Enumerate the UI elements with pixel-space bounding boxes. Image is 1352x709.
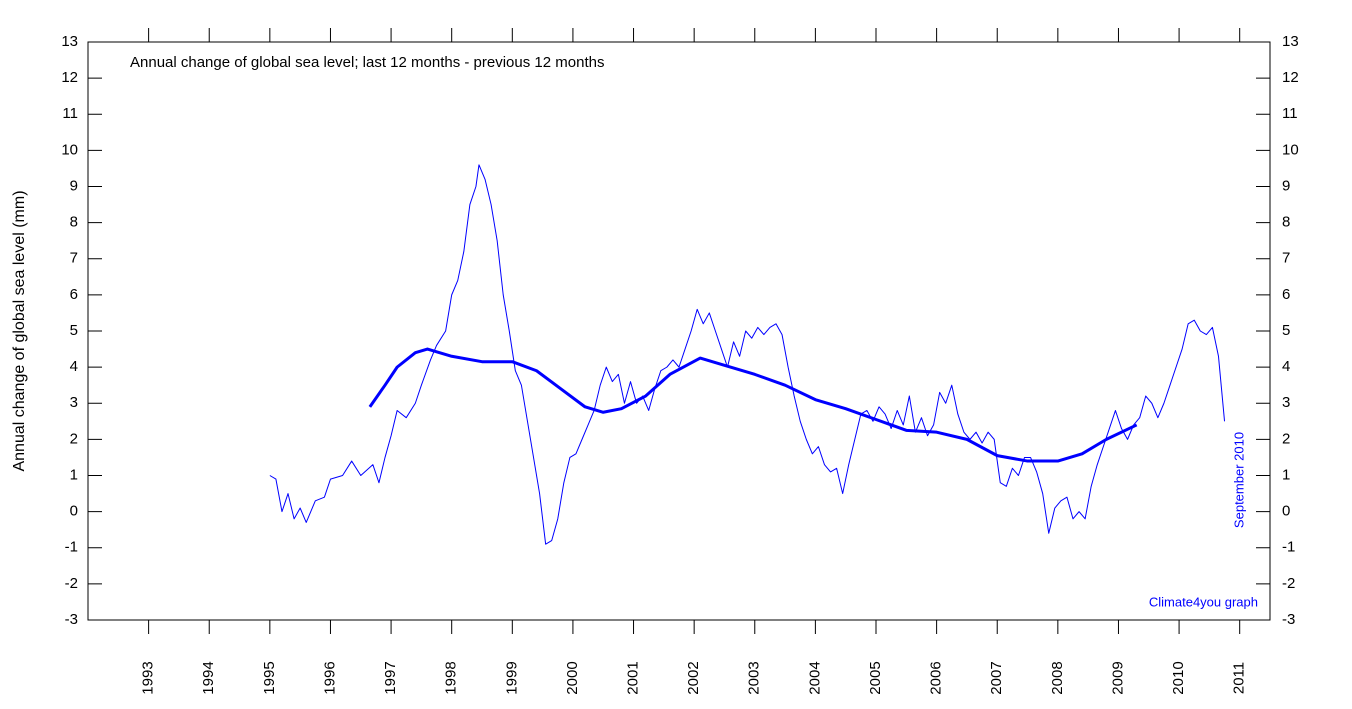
plot-frame: [87, 41, 1271, 621]
y-tick-label: 3: [1282, 394, 1290, 411]
y-tick-label: 10: [61, 141, 78, 158]
y-tick-label: 3: [70, 394, 78, 411]
y-tick-label: -3: [65, 611, 78, 628]
x-tick-label: 2005: [867, 661, 884, 694]
x-tick-label: 1999: [503, 661, 520, 694]
y-tick-label: -1: [65, 539, 78, 556]
y-tick-label: 12: [1282, 69, 1299, 86]
y-tick-label: 13: [61, 33, 78, 50]
y-tick-label: 1: [70, 466, 78, 483]
y-tick-label: 10: [1282, 141, 1299, 158]
y-tick-label: 8: [1282, 214, 1290, 231]
y-tick-label: 11: [62, 105, 78, 122]
x-tick-label: 1997: [382, 661, 399, 694]
x-tick-label: 2003: [746, 661, 763, 694]
x-tick-label: 1995: [261, 661, 278, 694]
x-tick-label: 2002: [685, 661, 702, 694]
x-tick-label: 2009: [1109, 661, 1126, 694]
x-tick-label: 2010: [1170, 661, 1187, 694]
y-axis-label: Annual change of global sea level (mm): [11, 190, 28, 471]
y-tick-label: 0: [70, 503, 78, 520]
y-tick-label: -3: [1282, 611, 1295, 628]
series-line: [269, 164, 1226, 545]
y-tick-label: 13: [1282, 33, 1299, 50]
y-tick-label: -2: [65, 575, 78, 592]
x-tick-label: 2000: [564, 661, 581, 694]
x-tick-label: 2001: [625, 661, 642, 694]
x-tick-label: 2004: [806, 661, 823, 694]
y-tick-label: -2: [1282, 575, 1295, 592]
y-tick-label: 11: [1282, 105, 1298, 122]
y-tick-label: -1: [1282, 539, 1295, 556]
series-line: [368, 347, 1138, 463]
y-tick-label: 9: [1282, 177, 1290, 194]
y-tick-label: 5: [70, 322, 78, 339]
x-tick-label: 1994: [200, 661, 217, 694]
y-tick-label: 7: [1282, 250, 1290, 267]
x-tick-label: 2007: [988, 661, 1005, 694]
chart-title: Annual change of global sea level; last …: [130, 54, 604, 71]
y-tick-label: 1: [1282, 466, 1290, 483]
y-tick-label: 5: [1282, 322, 1290, 339]
y-tick-label: 8: [70, 214, 78, 231]
y-tick-label: 2: [70, 430, 78, 447]
y-tick-label: 7: [70, 250, 78, 267]
x-tick-label: 1996: [321, 661, 338, 694]
x-tick-label: 2006: [928, 661, 945, 694]
y-tick-label: 2: [1282, 430, 1290, 447]
y-tick-label: 12: [61, 69, 78, 86]
x-tick-label: 2008: [1049, 661, 1066, 694]
y-tick-label: 4: [1282, 358, 1290, 375]
y-tick-label: 4: [70, 358, 78, 375]
date-annotation: September 2010: [1231, 432, 1246, 528]
y-tick-label: 6: [1282, 286, 1290, 303]
y-tick-label: 6: [70, 286, 78, 303]
x-tick-label: 2011: [1231, 662, 1248, 694]
x-tick-label: 1998: [443, 661, 460, 694]
y-tick-label: 0: [1282, 503, 1290, 520]
credit-annotation: Climate4you graph: [1149, 594, 1258, 609]
x-tick-label: 1993: [140, 661, 157, 694]
y-tick-label: 9: [70, 177, 78, 194]
